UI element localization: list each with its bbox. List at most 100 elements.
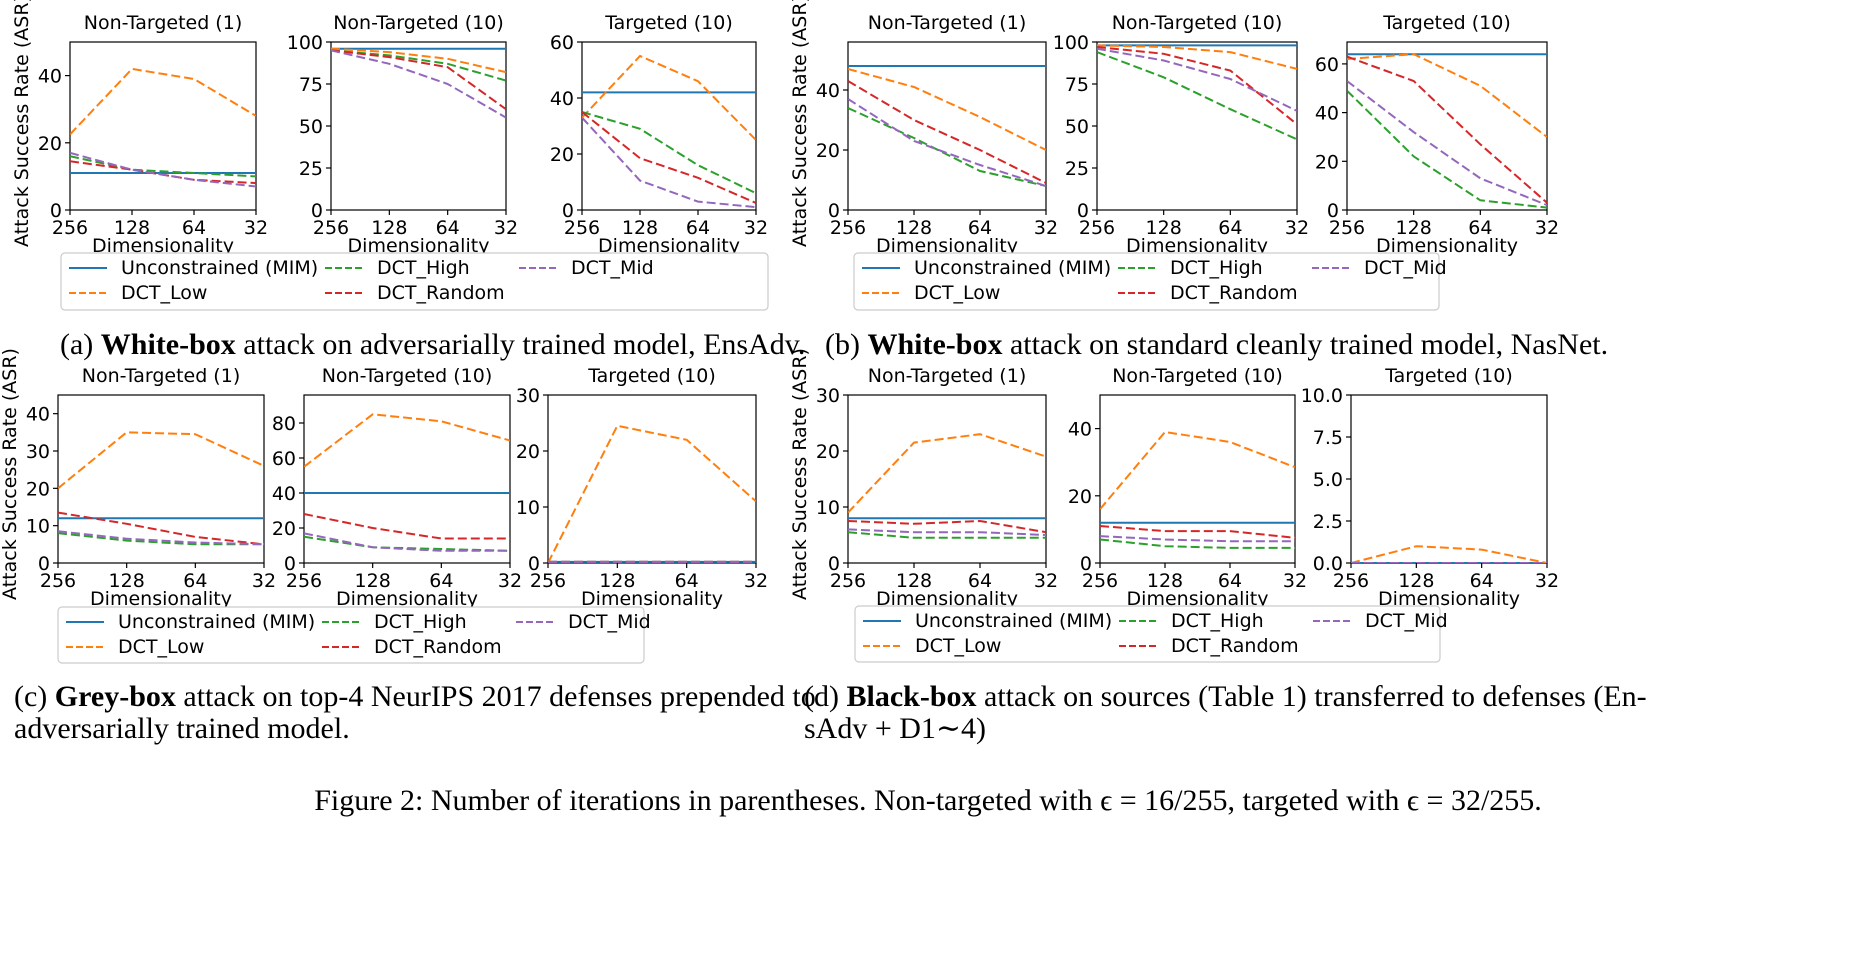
x-tick-label: 256 [1082, 570, 1118, 592]
y-tick-label: 7.5 [1313, 427, 1343, 449]
x-tick-label: 64 [182, 217, 206, 239]
caption-a: (a) White-box attack on adversarially tr… [60, 328, 805, 361]
series-line-dct-high [70, 155, 256, 178]
x-tick-label: 32 [1285, 217, 1309, 239]
series-line-dct-low [1100, 430, 1295, 510]
x-tick-label: 256 [830, 217, 866, 239]
legend-label: DCT_Mid [1364, 257, 1447, 279]
y-tick-label: 25 [1065, 158, 1089, 180]
x-tick-label: 128 [371, 217, 407, 239]
series-line-dct-high [848, 107, 1046, 187]
y-tick-label: 50 [1065, 116, 1089, 138]
x-tick-label: 128 [109, 570, 145, 592]
x-axis-label: Dimensionality [1126, 235, 1268, 257]
series-group [1097, 44, 1297, 141]
x-tick-label: 128 [622, 217, 658, 239]
x-axis-label: Dimensionality [90, 588, 232, 610]
y-tick-label: 20 [272, 518, 296, 540]
chart-panel-b-1: Non-Targeted (1) 0 20 40 256 128 64 32 Dimension… [789, 0, 1058, 257]
x-tick-label: 128 [1398, 570, 1434, 592]
y-tick-label: 40 [38, 66, 62, 88]
plot-frame [547, 394, 757, 564]
x-tick-label: 64 [429, 570, 453, 592]
series-line-dct-mid [304, 532, 510, 552]
x-tick-label: 32 [1535, 570, 1559, 592]
series-line-dct-low [548, 424, 756, 563]
series-group [1100, 430, 1295, 549]
y-tick-label: 0 [38, 553, 50, 575]
legend-label: DCT_Low [121, 282, 207, 304]
series-line-dct-random [304, 513, 510, 540]
legend: Unconstrained (MIM) DCT_High DCT_Mid DCT_Lo… [60, 252, 769, 311]
chart-title: Non-Targeted (10) [1112, 12, 1283, 34]
y-tick-label: 100 [287, 32, 323, 54]
y-tick-label: 10.0 [1301, 385, 1343, 407]
series-line-dct-high [582, 111, 756, 195]
y-tick-label: 80 [272, 413, 296, 435]
legend-label: DCT_Random [1171, 635, 1299, 657]
y-axis-label: Attack Success Rate (ASR) [11, 0, 33, 247]
series-line-dct-mid [582, 116, 756, 209]
y-tick-label: 75 [299, 74, 323, 96]
series-line-dct-low [331, 47, 506, 74]
series-line-dct-mid [1347, 80, 1547, 207]
y-axis-label: Attack Success Rate (ASR) [0, 348, 21, 600]
legend-frame [853, 252, 1440, 311]
series-group [1351, 545, 1547, 563]
plot-frame [581, 41, 757, 211]
plot-frame [1346, 41, 1548, 211]
series-group [848, 433, 1046, 539]
y-tick-label: 0 [828, 200, 840, 222]
y-tick-label: 75 [1065, 74, 1089, 96]
figure-caption: Figure 2: Number of iterations in parent… [314, 784, 1542, 817]
series-line-dct-high [848, 531, 1046, 539]
x-axis-label: Dimensionality [1376, 235, 1518, 257]
y-tick-label: 40 [26, 404, 50, 426]
plot-frame [847, 394, 1047, 564]
y-tick-label: 5.0 [1313, 469, 1343, 491]
series-line-dct-random [1347, 55, 1547, 204]
caption-d-line2: sAdv + D1∼4) [804, 712, 986, 745]
legend-frame [854, 605, 1441, 663]
series-line-dct-low [1347, 53, 1547, 138]
y-tick-label: 0 [562, 200, 574, 222]
y-tick-label: 0 [1077, 200, 1089, 222]
series-line-dct-mid [331, 49, 506, 119]
x-tick-label: 256 [40, 570, 76, 592]
y-tick-label: 40 [272, 483, 296, 505]
x-tick-label: 64 [1470, 570, 1494, 592]
plot-frame [1099, 394, 1296, 564]
x-tick-label: 256 [286, 570, 322, 592]
chart-title: Non-Targeted (1) [84, 12, 242, 34]
series-line-dct-mid [58, 530, 264, 546]
x-axis-label: Dimensionality [876, 235, 1018, 257]
legend-label: DCT_High [1170, 257, 1263, 279]
chart-title: Non-Targeted (10) [322, 365, 493, 387]
series-group [548, 424, 756, 563]
x-tick-label: 256 [564, 217, 600, 239]
x-tick-label: 64 [1218, 570, 1242, 592]
chart-title: Non-Targeted (1) [82, 365, 240, 387]
y-tick-label: 0 [1327, 200, 1339, 222]
y-tick-label: 2.5 [1313, 511, 1343, 533]
plot-frame [330, 41, 507, 211]
legend-label: Unconstrained (MIM) [121, 257, 318, 279]
series-line-dct-low [582, 54, 756, 141]
x-tick-label: 32 [498, 570, 522, 592]
y-tick-label: 10 [816, 497, 840, 519]
legend-label: DCT_Random [377, 282, 505, 304]
series-line-dct-mid [848, 98, 1046, 187]
x-axis-label: Dimensionality [1378, 588, 1520, 610]
chart-panel-c-1: Non-Targeted (1) 0 10 20 30 40 256 128 64 32 Dimen… [0, 348, 276, 610]
legend-frame [57, 606, 645, 664]
chart-title: Non-Targeted (10) [1112, 365, 1283, 387]
x-axis-label: Dimensionality [348, 235, 490, 257]
series-line-dct-mid [848, 528, 1046, 536]
series-line-dct-low [70, 67, 256, 136]
x-tick-label: 32 [1034, 570, 1058, 592]
x-tick-label: 128 [1147, 570, 1183, 592]
series-group [70, 67, 256, 188]
series-line-dct-low [58, 431, 264, 490]
series-line-dct-random [1100, 525, 1295, 539]
